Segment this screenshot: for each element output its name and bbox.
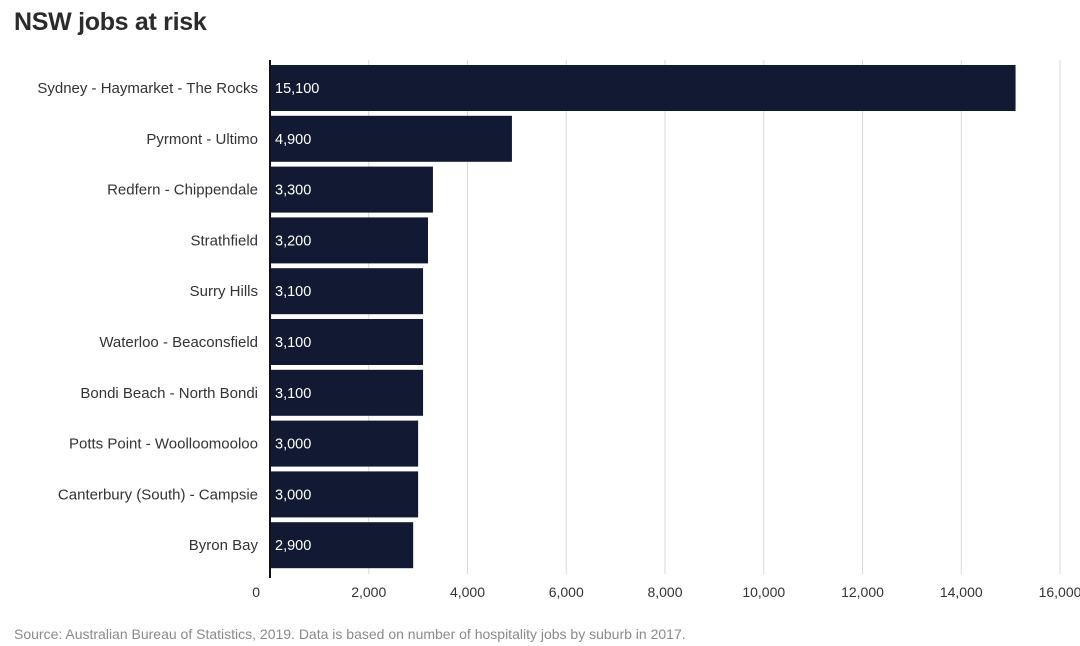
category-label: Byron Bay: [189, 537, 259, 554]
category-label: Sydney - Haymarket - The Rocks: [37, 80, 258, 97]
x-tick-label: 12,000: [841, 584, 884, 600]
bar-chart: 15,100 4,900 3,300 3,200 3,100 3,100 3,100 3,00…: [37, 60, 1080, 600]
x-tick-label: 14,000: [940, 584, 983, 600]
bar: [270, 420, 419, 467]
category-label: Potts Point - Woolloomooloo: [69, 436, 258, 453]
bars: 15,100 4,900 3,300 3,200 3,100 3,100 3,100 3,00…: [270, 65, 1016, 569]
bar: [270, 471, 419, 518]
chart-title: NSW jobs at risk: [14, 8, 207, 36]
x-tick-label: 0: [252, 584, 260, 600]
bar-value-label: 2,900: [275, 538, 311, 554]
bar: [270, 268, 424, 315]
bar-value-label: 3,100: [275, 284, 311, 300]
bar: [270, 217, 428, 264]
bar-value-label: 15,100: [275, 81, 319, 97]
bar: [270, 369, 424, 416]
bar-value-label: 3,000: [275, 437, 311, 453]
category-label: Canterbury (South) - Campsie: [58, 486, 258, 503]
bar-value-label: 4,900: [275, 132, 311, 148]
category-label: Surry Hills: [190, 283, 258, 300]
bar: [270, 522, 414, 569]
bar-value-label: 3,300: [275, 183, 311, 199]
category-label: Pyrmont - Ultimo: [146, 131, 258, 148]
x-axis-ticks: 0 2,000 4,000 6,000 8,000 10,000 12,000 14,000 1…: [252, 584, 1080, 600]
bar: [270, 166, 433, 213]
category-label: Bondi Beach - North Bondi: [80, 385, 258, 402]
category-label: Strathfield: [190, 232, 258, 249]
source-note: Source: Australian Bureau of Statistics,…: [14, 626, 686, 642]
x-tick-label: 4,000: [450, 584, 485, 600]
x-tick-label: 8,000: [647, 584, 682, 600]
bar: [270, 65, 1016, 111]
category-label: Redfern - Chippendale: [107, 182, 258, 199]
bar-value-label: 3,000: [275, 487, 311, 503]
bar-value-label: 3,100: [275, 386, 311, 402]
bar: [270, 115, 512, 162]
category-labels: Sydney - Haymarket - The Rocks Pyrmont - …: [37, 80, 258, 554]
x-tick-label: 10,000: [742, 584, 785, 600]
bar-value-label: 3,100: [275, 335, 311, 351]
bar: [270, 319, 424, 365]
x-tick-label: 6,000: [549, 584, 584, 600]
x-tick-label: 2,000: [351, 584, 386, 600]
bar-value-label: 3,200: [275, 233, 311, 249]
category-label: Waterloo - Beaconsfield: [99, 334, 258, 351]
x-tick-label: 16,000: [1039, 584, 1080, 600]
